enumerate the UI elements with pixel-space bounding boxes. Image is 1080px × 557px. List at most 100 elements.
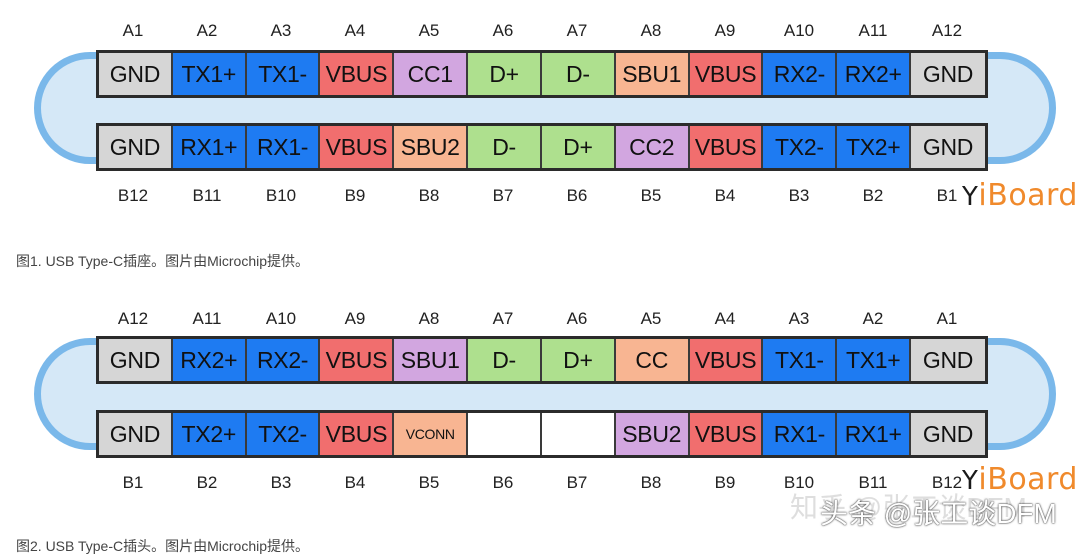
pin-cc1: CC1 bbox=[394, 53, 469, 95]
pin-vconn: VCONN bbox=[394, 413, 469, 455]
pin-id-label: B3 bbox=[270, 473, 292, 492]
pin-d: D- bbox=[468, 126, 542, 168]
pin-id-label: B7 bbox=[566, 473, 588, 492]
watermark-toutiao: 头条 @张工谈DFM bbox=[820, 498, 1057, 529]
pin-id-label: B5 bbox=[640, 186, 662, 205]
pin-sbu2: SBU2 bbox=[615, 413, 690, 455]
pin-sbu1: SBU1 bbox=[394, 339, 469, 381]
pin-id-label: B4 bbox=[344, 473, 366, 492]
pin-id-label: B9 bbox=[714, 473, 736, 492]
pin-id-label: B11 bbox=[192, 186, 222, 205]
top-pin-row: GND TX1+ TX1- VBUS CC1 D+ D- SBU1 VBUS RX2- RX2+ GN… bbox=[96, 50, 988, 98]
pin-empty bbox=[541, 413, 616, 455]
watermark-zhihu: 知乎 @张工谈DFM bbox=[790, 492, 1027, 523]
pin-empty bbox=[468, 413, 542, 455]
pin-rx2: RX2- bbox=[246, 339, 321, 381]
pin-id-label: A3 bbox=[788, 309, 810, 328]
pin-id-label: B11 bbox=[858, 473, 888, 492]
pin-rx1: RX1- bbox=[246, 126, 321, 168]
pin-id-label: B9 bbox=[344, 186, 366, 205]
top-pin-labels: A1 A2 A3 A4 A5 A6 A7 A8 A9 A10 A11 A12 bbox=[96, 21, 988, 41]
pin-d: D+ bbox=[541, 339, 616, 381]
pin-vbus: VBUS bbox=[320, 339, 395, 381]
pin-id-label: B3 bbox=[788, 186, 810, 205]
pin-rx2: RX2+ bbox=[837, 53, 912, 95]
yiboard-logo: YiBoard bbox=[962, 178, 1078, 213]
pin-sbu1: SBU1 bbox=[615, 53, 690, 95]
pin-rx1: RX1+ bbox=[172, 126, 247, 168]
pin-gnd: GND bbox=[99, 53, 173, 95]
pin-id-label: B2 bbox=[862, 186, 884, 205]
pin-d: D+ bbox=[468, 53, 542, 95]
top-pin-row: GND RX2+ RX2- VBUS SBU1 D- D+ CC VBUS TX1- TX1+ GND bbox=[96, 336, 988, 384]
pin-id-label: A4 bbox=[714, 309, 736, 328]
pin-id-label: A11 bbox=[192, 309, 222, 328]
pin-id-label: A8 bbox=[418, 309, 440, 328]
figure-1-receptacle: A1 A2 A3 A4 A5 A6 A7 A8 A9 A10 A11 A12 GND TX1+ TX1- V… bbox=[16, 21, 1078, 269]
bottom-pin-labels: B1 B2 B3 B4 B5 B6 B7 B8 B9 B10 B11 B12 bbox=[96, 473, 988, 493]
bottom-pin-labels: B12 B11 B10 B9 B8 B7 B6 B5 B4 B3 B2 B1 bbox=[96, 186, 988, 206]
pin-d: D+ bbox=[541, 126, 616, 168]
pin-gnd: GND bbox=[911, 339, 985, 381]
pin-id-label: B8 bbox=[418, 186, 440, 205]
bottom-pin-row: GND TX2+ TX2- VBUS VCONN SBU2 VBUS RX1- RX1+ GND bbox=[96, 410, 988, 458]
pin-vbus: VBUS bbox=[320, 413, 395, 455]
pin-id-label: A12 bbox=[931, 21, 963, 40]
pin-id-label: B10 bbox=[783, 473, 815, 492]
pin-id-label: B7 bbox=[492, 186, 514, 205]
pin-tx2: TX2+ bbox=[837, 126, 912, 168]
pin-rx1: RX1+ bbox=[837, 413, 912, 455]
pin-id-label: A1 bbox=[122, 21, 144, 40]
pin-id-label: A10 bbox=[783, 21, 815, 40]
pin-id-label: A1 bbox=[936, 309, 958, 328]
pin-id-label: B12 bbox=[117, 186, 149, 205]
pin-vbus: VBUS bbox=[689, 413, 764, 455]
pin-cc2: CC2 bbox=[615, 126, 690, 168]
pin-tx1: TX1+ bbox=[172, 53, 247, 95]
pin-id-label: A9 bbox=[344, 309, 366, 328]
pin-id-label: B10 bbox=[265, 186, 297, 205]
pin-vbus: VBUS bbox=[689, 53, 764, 95]
pin-sbu2: SBU2 bbox=[394, 126, 469, 168]
pin-id-label: B2 bbox=[196, 473, 218, 492]
bottom-pin-row: GND RX1+ RX1- VBUS SBU2 D- D+ CC2 VBUS TX2- TX2+ GN… bbox=[96, 123, 988, 171]
pin-tx2: TX2- bbox=[763, 126, 838, 168]
pin-id-label: B6 bbox=[492, 473, 514, 492]
pin-id-label: A2 bbox=[196, 21, 218, 40]
pin-id-label: B6 bbox=[566, 186, 588, 205]
pin-id-label: A10 bbox=[265, 309, 297, 328]
pin-vbus: VBUS bbox=[689, 126, 764, 168]
pin-id-label: B5 bbox=[418, 473, 440, 492]
pin-id-label: A12 bbox=[117, 309, 149, 328]
pin-vbus: VBUS bbox=[689, 339, 764, 381]
pin-id-label: A2 bbox=[862, 309, 884, 328]
pin-id-label: A9 bbox=[714, 21, 736, 40]
pin-id-label: A6 bbox=[566, 309, 588, 328]
pin-tx2: TX2- bbox=[246, 413, 321, 455]
pin-id-label: A7 bbox=[492, 309, 514, 328]
pin-id-label: B12 bbox=[931, 473, 963, 492]
figure-1-caption: 图1. USB Type-C插座。图片由Microchip提供。 bbox=[16, 253, 310, 269]
pin-id-label: A8 bbox=[640, 21, 662, 40]
pin-id-label: A4 bbox=[344, 21, 366, 40]
pin-tx1: TX1- bbox=[246, 53, 321, 95]
pin-tx1: TX1- bbox=[763, 339, 838, 381]
pin-rx2: RX2+ bbox=[172, 339, 247, 381]
pin-gnd: GND bbox=[911, 126, 985, 168]
pin-rx1: RX1- bbox=[763, 413, 838, 455]
pin-tx2: TX2+ bbox=[172, 413, 247, 455]
pin-id-label: A7 bbox=[566, 21, 588, 40]
pin-gnd: GND bbox=[99, 126, 173, 168]
pin-cc: CC bbox=[615, 339, 690, 381]
pin-id-label: A11 bbox=[858, 21, 888, 40]
pin-gnd: GND bbox=[99, 413, 173, 455]
pin-id-label: B1 bbox=[936, 186, 958, 205]
pin-id-label: A6 bbox=[492, 21, 514, 40]
pin-d: D- bbox=[468, 339, 542, 381]
pin-vbus: VBUS bbox=[320, 126, 395, 168]
pin-gnd: GND bbox=[99, 339, 173, 381]
top-pin-labels: A12 A11 A10 A9 A8 A7 A6 A5 A4 A3 A2 A1 bbox=[96, 309, 988, 329]
pin-tx1: TX1+ bbox=[837, 339, 912, 381]
pin-d: D- bbox=[541, 53, 616, 95]
